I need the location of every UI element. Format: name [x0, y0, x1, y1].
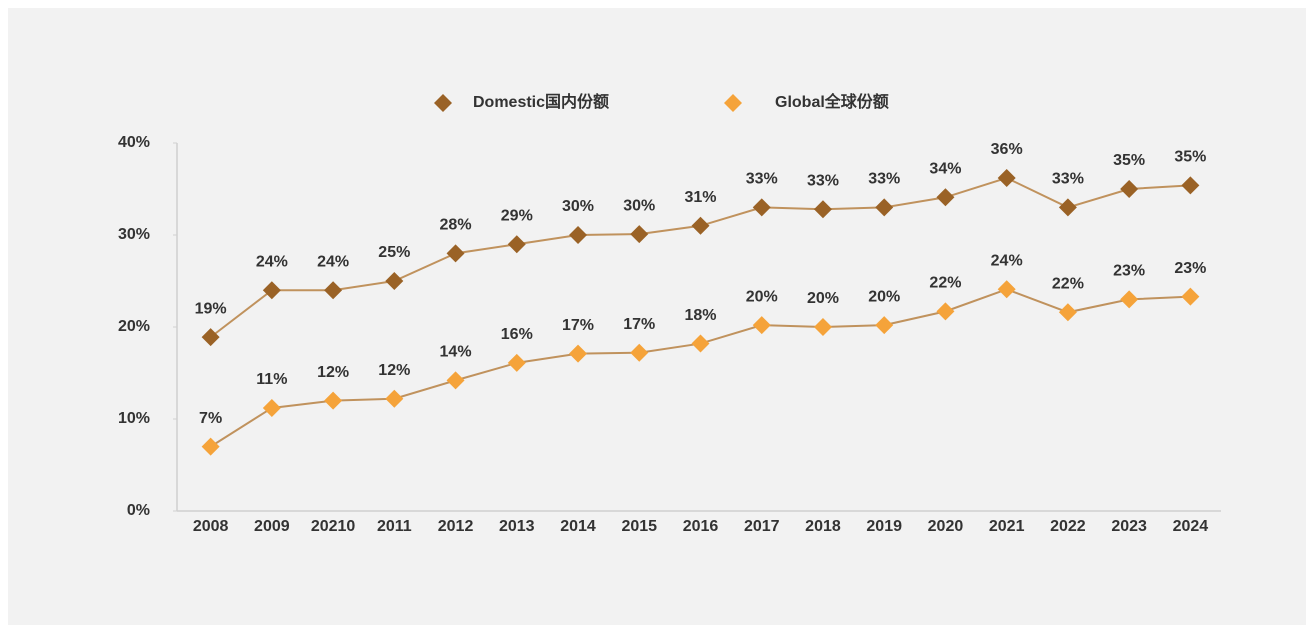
- data-point: [752, 316, 771, 335]
- x-tick-label: 2019: [866, 518, 902, 535]
- data-point: [385, 389, 404, 408]
- data-point: [691, 334, 710, 353]
- data-point: [324, 281, 343, 300]
- data-label: 25%: [378, 244, 410, 261]
- data-label: 23%: [1174, 260, 1206, 277]
- x-tick-label: 2022: [1050, 518, 1086, 535]
- data-label: 29%: [501, 207, 533, 224]
- x-tick-label: 2008: [193, 518, 229, 535]
- x-tick-label: 2024: [1173, 518, 1209, 535]
- data-point: [813, 318, 832, 336]
- data-point: [201, 328, 220, 347]
- legend-marker: [434, 94, 452, 112]
- data-label: 34%: [929, 160, 961, 177]
- data-label: 17%: [623, 316, 655, 333]
- data-label: 12%: [378, 362, 410, 379]
- data-label: 7%: [199, 410, 222, 427]
- data-label: 35%: [1113, 152, 1145, 169]
- data-label: 33%: [1052, 171, 1084, 188]
- y-tick-label: 40%: [118, 134, 150, 151]
- data-point: [1120, 290, 1139, 309]
- data-label: 16%: [501, 326, 533, 343]
- x-tick-label: 2012: [438, 518, 474, 535]
- data-point: [201, 437, 220, 456]
- data-label: 33%: [868, 171, 900, 188]
- data-label: 35%: [1174, 149, 1206, 166]
- data-point: [1181, 176, 1200, 195]
- data-label: 33%: [807, 172, 839, 189]
- data-label: 24%: [991, 252, 1023, 269]
- x-tick-label: 2018: [805, 518, 841, 535]
- data-point: [630, 343, 649, 362]
- chart-background: [8, 8, 1306, 625]
- data-point: [1058, 303, 1077, 322]
- x-tick-label: 2017: [744, 518, 780, 535]
- data-point: [936, 188, 955, 207]
- y-tick-label: 10%: [118, 410, 150, 427]
- legend-marker: [724, 94, 742, 112]
- data-point: [507, 235, 526, 254]
- legend-label: Global全球份额: [775, 92, 889, 111]
- legend-label: Domestic国内份额: [473, 92, 609, 111]
- y-tick-label: 30%: [118, 226, 150, 243]
- data-label: 30%: [623, 197, 655, 214]
- x-tick-label: 2009: [254, 518, 290, 535]
- x-tick-label: 20210: [311, 518, 356, 535]
- data-label: 22%: [929, 275, 961, 292]
- x-tick-label: 2015: [621, 518, 657, 535]
- x-tick-label: 2021: [989, 518, 1025, 535]
- data-label: 11%: [256, 371, 287, 388]
- y-tick-label: 20%: [118, 318, 150, 335]
- data-point: [691, 216, 710, 235]
- data-label: 20%: [807, 290, 839, 307]
- data-point: [569, 344, 588, 363]
- data-label: 24%: [256, 253, 288, 270]
- data-label: 23%: [1113, 263, 1145, 280]
- data-point: [630, 225, 649, 244]
- data-point: [1058, 198, 1077, 217]
- data-point: [507, 353, 526, 372]
- data-label: 36%: [991, 141, 1023, 158]
- data-point: [569, 226, 588, 244]
- data-point: [385, 272, 404, 290]
- data-point: [1181, 287, 1200, 306]
- data-point: [446, 244, 465, 263]
- data-label: 20%: [868, 288, 900, 305]
- data-point: [262, 398, 281, 417]
- data-point: [875, 198, 894, 217]
- data-label: 20%: [746, 288, 778, 305]
- data-point: [752, 198, 771, 217]
- data-point: [875, 316, 894, 335]
- data-label: 31%: [684, 189, 716, 206]
- data-label: 12%: [317, 364, 349, 381]
- data-label: 30%: [562, 198, 594, 215]
- data-point: [446, 371, 465, 390]
- y-tick-label: 0%: [127, 502, 150, 519]
- x-tick-label: 2013: [499, 518, 535, 535]
- data-point: [813, 200, 832, 219]
- data-label: 33%: [746, 171, 778, 188]
- data-point: [324, 391, 343, 410]
- data-point: [936, 302, 955, 321]
- data-label: 18%: [684, 307, 716, 324]
- data-label: 28%: [440, 217, 472, 234]
- data-point: [997, 168, 1016, 187]
- x-tick-label: 2011: [377, 518, 412, 535]
- data-point: [1120, 180, 1139, 198]
- data-point: [997, 280, 1016, 299]
- data-label: 24%: [317, 253, 349, 270]
- data-label: 17%: [562, 317, 594, 334]
- data-point: [262, 281, 281, 300]
- x-tick-label: 2016: [683, 518, 719, 535]
- data-label: 14%: [440, 344, 472, 361]
- data-label: 19%: [195, 300, 227, 317]
- x-tick-label: 2023: [1111, 518, 1147, 535]
- data-label: 22%: [1052, 275, 1084, 292]
- x-tick-label: 2020: [928, 518, 964, 535]
- x-tick-label: 2014: [560, 518, 596, 535]
